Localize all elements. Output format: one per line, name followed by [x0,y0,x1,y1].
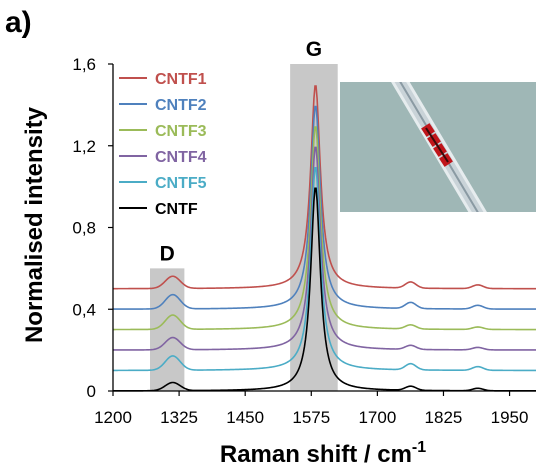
x-tick-label: 1950 [491,408,529,427]
y-axis-title: Normalised intensity [21,106,48,343]
y-tick-layer: 0 0,4 0,8 1,2 1,6 [72,55,113,401]
band-d-region [150,268,185,391]
legend-label-cntf: CNTF [155,201,198,218]
y-tick-label: 1,6 [72,55,96,74]
band-g-label: G [306,38,322,61]
series-line-cntf1 [113,85,536,290]
x-tick-label: 1575 [292,408,330,427]
x-tick-layer: 1200 1325 1450 1575 1700 1825 1950 [94,391,528,427]
series-line-cntf5 [113,167,536,372]
x-axis-title-text: Raman shift / cm [220,441,412,468]
inset-laser-track [425,127,449,163]
x-tick-label: 1200 [94,408,132,427]
panel-label: a) [5,6,32,39]
x-axis-title: Raman shift / cm-1 [220,439,426,468]
x-tick-label: 1450 [226,408,264,427]
legend-label-cntf4: CNTF4 [155,149,207,166]
y-tick-label: 0,8 [72,219,96,238]
x-tick-label: 1700 [358,408,396,427]
y-tick-label: 0,4 [72,300,96,319]
y-tick-label: 0 [87,382,96,401]
legend-label-cntf3: CNTF3 [155,123,207,140]
x-axis-title-superscript: -1 [412,439,426,456]
legend-label-cntf2: CNTF2 [155,97,207,114]
legend-label-cntf5: CNTF5 [155,175,207,192]
series-line-cntf2 [113,105,536,310]
y-tick-label: 1,2 [72,137,96,156]
inset-micrograph [340,82,536,212]
x-tick-label: 1825 [425,408,463,427]
series-line-cntf4 [112,146,536,351]
band-d-label: D [160,242,175,265]
legend-label-cntf1: CNTF1 [155,71,207,88]
x-tick-label: 1325 [160,408,198,427]
legend: CNTF1 CNTF2 CNTF3 CNTF4 CNTF5 CNTF [119,71,207,218]
series-line-cntf3 [113,126,537,331]
